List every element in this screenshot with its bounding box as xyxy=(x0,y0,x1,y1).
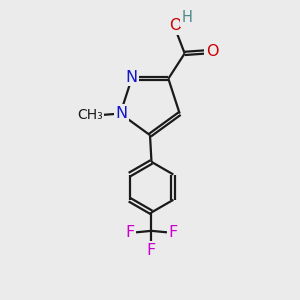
Text: O: O xyxy=(206,44,218,59)
Text: H: H xyxy=(181,10,192,25)
Text: N: N xyxy=(126,70,138,85)
Text: F: F xyxy=(147,243,156,258)
Text: F: F xyxy=(168,225,178,240)
Text: F: F xyxy=(125,225,135,240)
Text: O: O xyxy=(169,18,182,33)
Text: N: N xyxy=(116,106,128,121)
Text: CH₃: CH₃ xyxy=(77,108,103,122)
